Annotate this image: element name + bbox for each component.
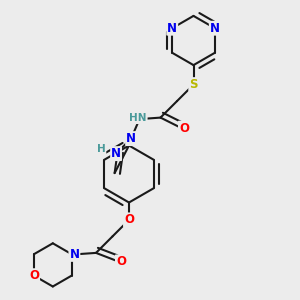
Text: N: N — [126, 132, 136, 145]
Text: S: S — [189, 78, 198, 91]
Text: N: N — [111, 147, 121, 160]
Text: N: N — [167, 22, 177, 35]
Text: N: N — [69, 248, 80, 261]
Text: H: H — [97, 144, 106, 154]
Text: HN: HN — [129, 113, 147, 123]
Text: O: O — [124, 213, 134, 226]
Text: O: O — [116, 255, 126, 268]
Text: N: N — [210, 22, 220, 35]
Text: O: O — [29, 269, 39, 282]
Text: O: O — [179, 122, 189, 135]
